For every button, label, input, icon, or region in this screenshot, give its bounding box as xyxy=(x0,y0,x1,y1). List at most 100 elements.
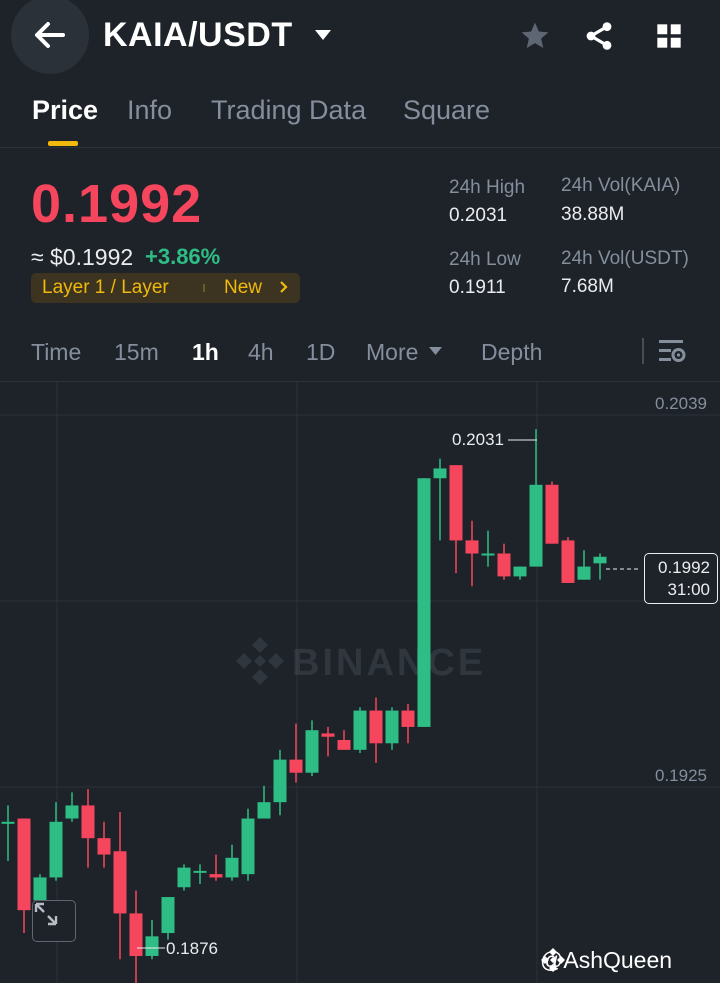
pair-title[interactable]: KAIA/USDT xyxy=(103,16,293,54)
interval-1h[interactable]: 1h xyxy=(192,339,219,365)
candle-body xyxy=(433,468,447,479)
interval-time[interactable]: Time xyxy=(31,339,82,365)
svg-text:BINANCE: BINANCE xyxy=(292,642,486,684)
candle-body xyxy=(257,802,271,819)
candle-body xyxy=(353,710,367,750)
chart-settings-icon xyxy=(659,340,686,362)
candle-body xyxy=(33,877,47,901)
current-price-box: 0.1992 31:00 xyxy=(644,553,718,604)
main-tabs: Price Info Trading Data Square xyxy=(0,80,720,148)
back-button[interactable] xyxy=(11,0,89,74)
low-label: 24h Low xyxy=(449,249,521,270)
binance-watermark-logo: BINANCE xyxy=(236,637,486,685)
candle-body xyxy=(129,913,143,956)
watermark-user: @AshQueen xyxy=(540,947,672,974)
low-marker-label: 0.1876 xyxy=(166,939,218,958)
candle-body xyxy=(513,566,527,577)
tab-info[interactable]: Info xyxy=(127,95,173,125)
interval-15m[interactable]: 15m xyxy=(114,339,159,365)
axis-label-top: 0.2039 xyxy=(655,394,707,413)
category-tag-label: Layer 1 / Layer xyxy=(42,277,169,298)
tab-price[interactable]: Price xyxy=(32,95,99,125)
candle-body xyxy=(465,540,479,554)
candle-body xyxy=(225,857,239,878)
candle-body xyxy=(321,733,335,737)
share-button[interactable] xyxy=(581,18,617,54)
share-icon xyxy=(586,22,612,50)
chart-settings-button[interactable] xyxy=(658,338,686,369)
chart-canvas: BINANCE xyxy=(0,382,720,983)
candle-body xyxy=(113,851,127,914)
vol-base-label: 24h Vol(KAIA) xyxy=(561,175,681,196)
category-tag[interactable]: Layer 1 / Layer New xyxy=(31,273,300,303)
fullscreen-button[interactable] xyxy=(32,900,76,942)
axis-label-bottom: 0.1925 xyxy=(655,766,707,785)
candle-body xyxy=(193,870,207,873)
tab-trading-data[interactable]: Trading Data xyxy=(211,95,367,125)
caret-down-icon xyxy=(428,347,442,355)
candle-body xyxy=(369,710,383,744)
binance-logo-icon xyxy=(541,948,565,972)
candle-body xyxy=(145,936,159,956)
candle-body xyxy=(593,556,607,564)
candle-body xyxy=(385,710,399,744)
chevron-right-icon xyxy=(279,277,289,303)
interval-more[interactable]: More xyxy=(366,339,442,366)
candle-body xyxy=(97,838,111,855)
vol-quote-value: 7.68M xyxy=(561,276,614,297)
candle-body xyxy=(561,540,575,583)
candle-body xyxy=(65,805,79,819)
candles xyxy=(1,429,607,983)
candle-body xyxy=(481,553,495,556)
candle-body xyxy=(529,484,543,567)
vol-quote-label: 24h Vol(USDT) xyxy=(561,248,689,269)
expand-icon xyxy=(34,902,58,926)
grid-lines xyxy=(0,382,720,983)
usd-price: ≈ $0.1992 xyxy=(31,244,134,270)
candle-body xyxy=(497,553,511,577)
tab-square[interactable]: Square xyxy=(403,95,491,125)
grid-menu-button[interactable] xyxy=(651,18,687,54)
top-bar: KAIA/USDT xyxy=(0,0,720,80)
current-price-label: 0.1992 xyxy=(658,558,710,577)
price-change-percent: +3.86% xyxy=(145,244,221,269)
candlestick-chart[interactable]: BINANCE 0.2039 0.1925 0.2031 0.1876 0.19… xyxy=(0,382,720,983)
high-label: 24h High xyxy=(449,177,526,198)
candle-body xyxy=(577,566,591,580)
candle-body xyxy=(17,818,31,911)
low-value: 0.1911 xyxy=(449,277,506,298)
grid-icon xyxy=(657,24,681,48)
candle-body xyxy=(289,759,303,773)
candle-body xyxy=(177,867,191,888)
countdown-label: 31:00 xyxy=(667,580,710,599)
vol-base-value: 38.88M xyxy=(561,204,625,225)
active-tab-indicator xyxy=(48,141,78,146)
price-summary: 0.1992 ≈ $0.1992 +3.86% Layer 1 / Layer … xyxy=(0,148,720,318)
candle-body xyxy=(337,740,351,750)
interval-more-label: More xyxy=(366,339,419,365)
last-price: 0.1992 xyxy=(31,174,203,234)
favorite-button[interactable] xyxy=(517,18,553,54)
interval-bar: Time 15m 1h 4h 1D More Depth xyxy=(0,318,720,382)
candle-body xyxy=(273,759,287,803)
candle-body xyxy=(305,730,319,773)
interval-4h[interactable]: 4h xyxy=(248,339,274,365)
interval-depth[interactable]: Depth xyxy=(481,339,543,365)
candle-body xyxy=(241,818,255,875)
caret-down-icon[interactable] xyxy=(314,29,332,41)
high-marker-label: 0.2031 xyxy=(452,430,504,449)
candle-body xyxy=(81,805,95,839)
interval-1d[interactable]: 1D xyxy=(306,339,336,365)
candle-body xyxy=(1,821,15,824)
candle-body xyxy=(545,484,559,544)
candle-body xyxy=(209,874,223,878)
toolbar-divider xyxy=(642,338,644,364)
candle-body xyxy=(49,821,63,878)
high-value: 0.2031 xyxy=(449,205,508,226)
arrow-left-icon xyxy=(35,22,65,48)
candle-body xyxy=(449,465,463,541)
candle-body xyxy=(401,710,415,727)
new-tag-label: New xyxy=(224,277,263,298)
star-icon xyxy=(521,22,549,48)
candle-body xyxy=(417,478,431,727)
